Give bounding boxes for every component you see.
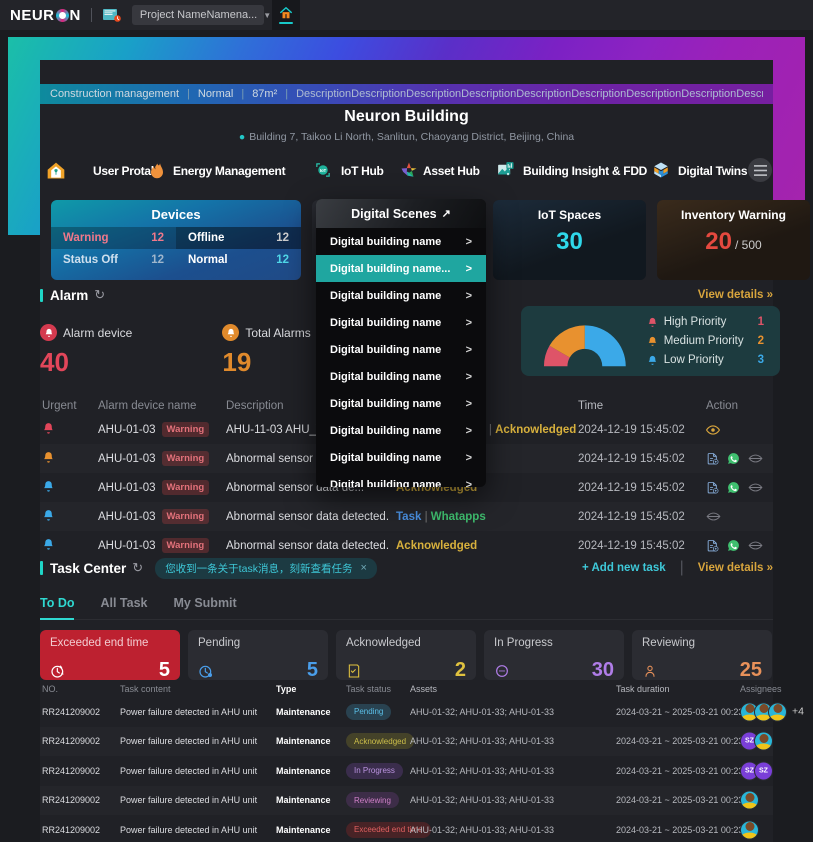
svg-text:IoT: IoT bbox=[320, 168, 327, 173]
